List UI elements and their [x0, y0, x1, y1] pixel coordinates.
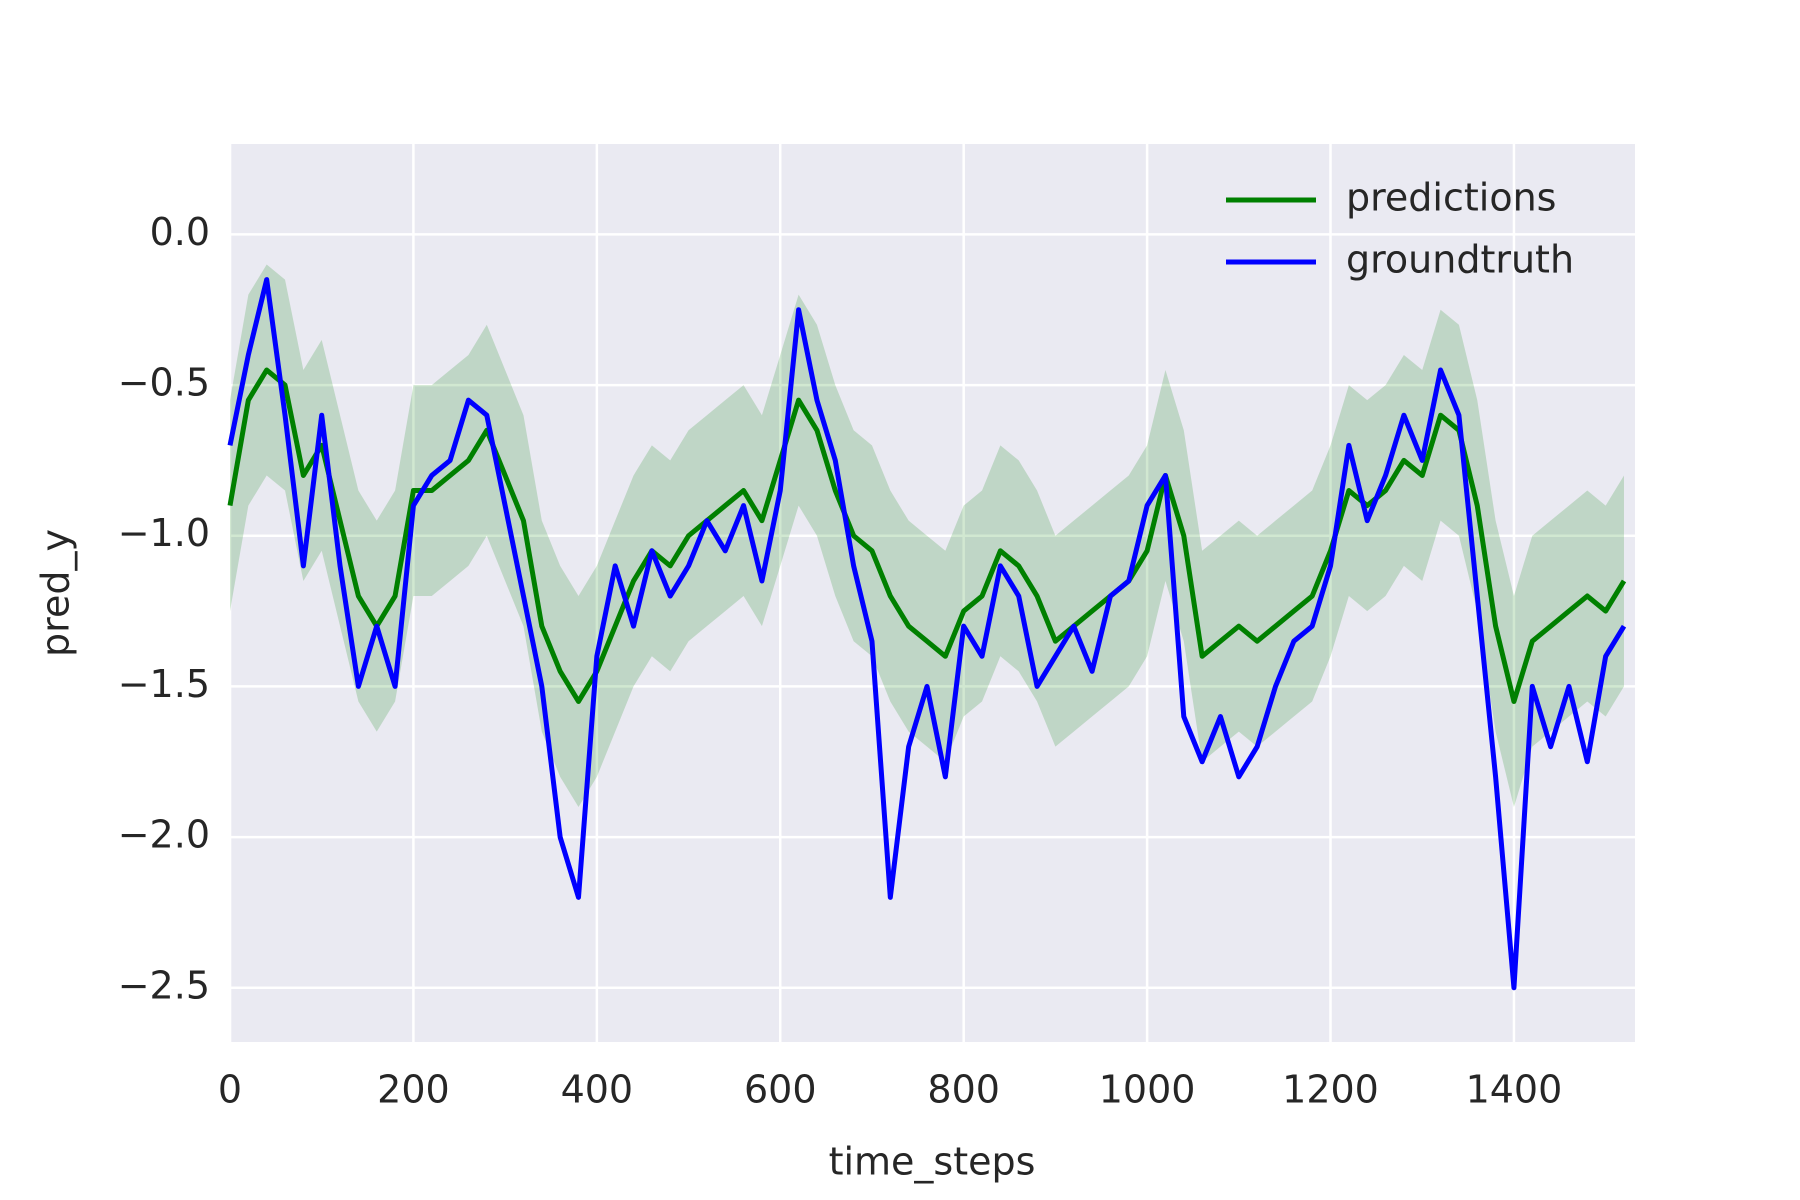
x-tick-label: 600 — [744, 1068, 817, 1112]
y-tick-label: −1.0 — [118, 511, 210, 555]
legend-label: groundtruth — [1346, 238, 1574, 282]
y-tick-label: −2.5 — [118, 963, 210, 1007]
y-tick-label: 0.0 — [150, 210, 210, 254]
x-tick-label: 0 — [218, 1068, 242, 1112]
confidence-band — [230, 264, 1624, 807]
series-line — [227, 277, 1627, 991]
y-tick-label: −1.5 — [118, 662, 210, 706]
y-tick-label: −2.0 — [118, 813, 210, 857]
y-axis-label: pred_y — [34, 529, 78, 657]
x-tick-label: 400 — [561, 1068, 634, 1112]
plot-area — [230, 144, 1635, 1042]
y-tick-label: −0.5 — [118, 361, 210, 405]
x-tick-label: 200 — [377, 1068, 450, 1112]
x-tick-label: 1200 — [1282, 1068, 1379, 1112]
series-line — [227, 367, 1627, 704]
x-axis-label: time_steps — [829, 1140, 1036, 1184]
legend-label: predictions — [1346, 176, 1556, 220]
x-tick-label: 1000 — [1099, 1068, 1196, 1112]
x-tick-label: 800 — [927, 1068, 1000, 1112]
x-tick-label: 1400 — [1466, 1068, 1563, 1112]
